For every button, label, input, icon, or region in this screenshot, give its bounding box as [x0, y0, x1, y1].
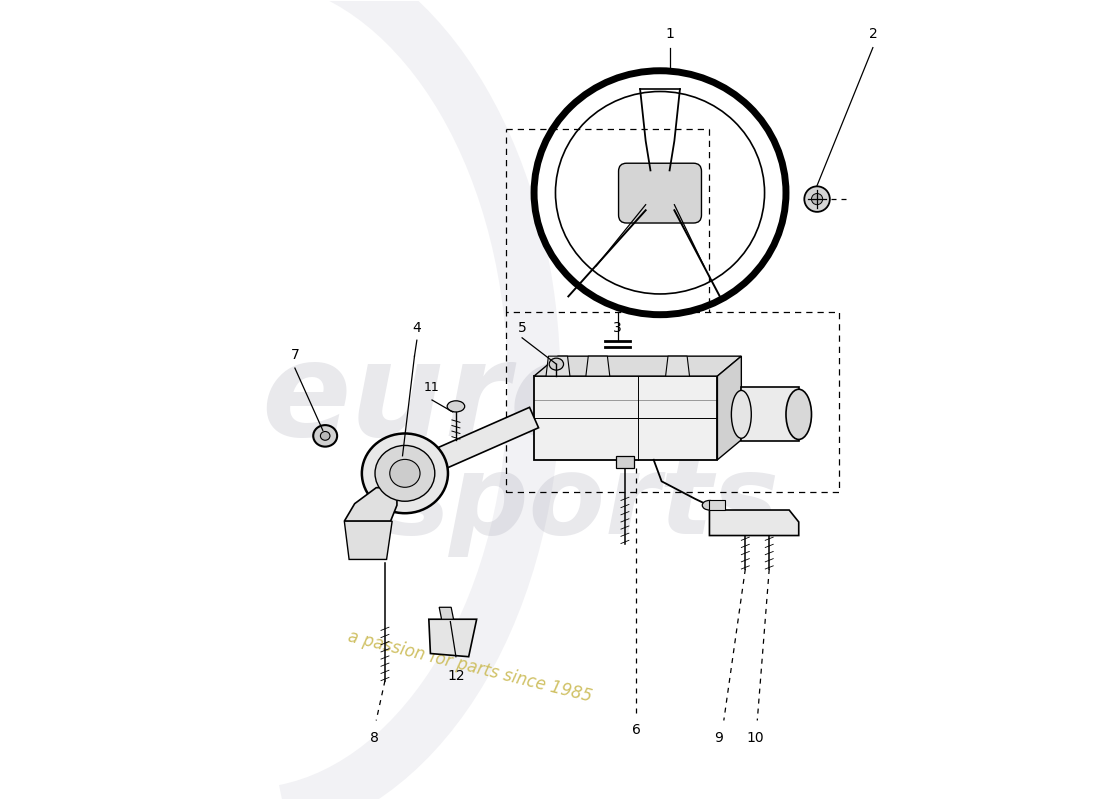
Text: sports: sports: [384, 450, 780, 557]
Polygon shape: [710, 510, 799, 535]
Text: 11: 11: [640, 356, 656, 369]
Polygon shape: [439, 607, 453, 619]
Text: euro: euro: [261, 337, 600, 463]
Ellipse shape: [362, 434, 448, 514]
Polygon shape: [344, 488, 397, 521]
Text: 8: 8: [371, 731, 380, 745]
Polygon shape: [410, 407, 539, 480]
Circle shape: [804, 186, 829, 212]
Text: 10: 10: [746, 731, 763, 745]
Polygon shape: [535, 356, 741, 376]
Ellipse shape: [549, 358, 563, 370]
Ellipse shape: [637, 164, 683, 206]
Text: 7: 7: [290, 348, 299, 362]
Text: 12: 12: [447, 670, 464, 683]
FancyBboxPatch shape: [741, 387, 799, 442]
Polygon shape: [429, 619, 476, 657]
Text: 4: 4: [412, 321, 421, 334]
Text: 5: 5: [518, 321, 527, 334]
Polygon shape: [546, 356, 570, 376]
Ellipse shape: [732, 390, 751, 438]
Ellipse shape: [448, 401, 464, 412]
Ellipse shape: [389, 459, 420, 487]
Polygon shape: [710, 501, 725, 510]
Polygon shape: [666, 356, 690, 376]
Text: 11: 11: [425, 381, 440, 394]
Text: 2: 2: [869, 27, 878, 42]
Ellipse shape: [375, 446, 434, 502]
Polygon shape: [344, 521, 392, 559]
Polygon shape: [535, 376, 717, 460]
Circle shape: [812, 194, 823, 205]
FancyBboxPatch shape: [618, 163, 702, 223]
Ellipse shape: [702, 501, 716, 510]
Ellipse shape: [320, 431, 330, 440]
FancyBboxPatch shape: [616, 456, 634, 468]
Text: a passion for parts since 1985: a passion for parts since 1985: [346, 628, 594, 706]
Ellipse shape: [786, 390, 812, 439]
Polygon shape: [586, 356, 609, 376]
Text: 6: 6: [631, 723, 640, 737]
Polygon shape: [717, 356, 741, 460]
Ellipse shape: [314, 425, 337, 446]
Text: 3: 3: [614, 321, 623, 334]
Text: 9: 9: [715, 731, 724, 745]
Text: 1: 1: [666, 27, 674, 42]
